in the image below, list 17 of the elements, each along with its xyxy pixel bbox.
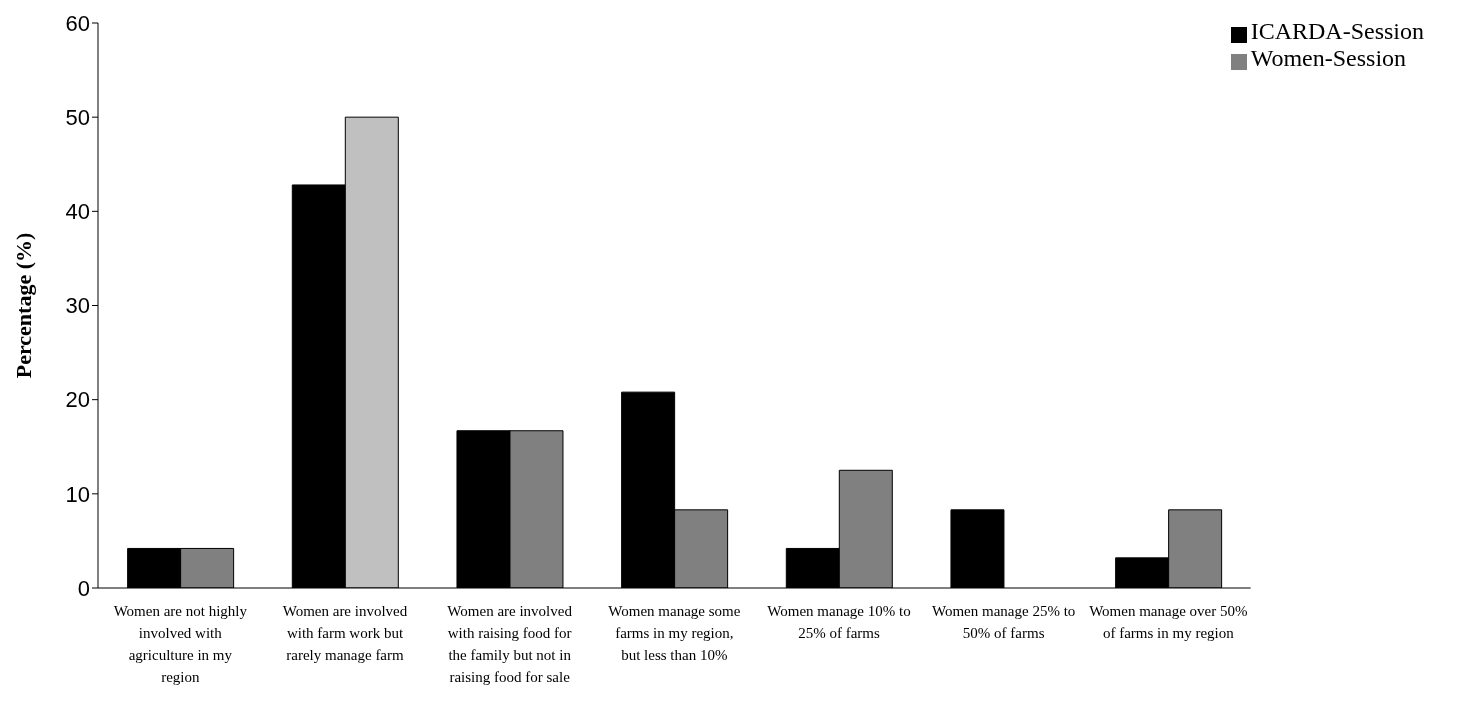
y-tick-label: 20	[65, 387, 90, 413]
legend-label: Women-Session	[1250, 45, 1407, 71]
y-tick-label: 40	[65, 199, 90, 225]
y-tick-label: 60	[65, 10, 90, 36]
y-tick-label: 0	[77, 575, 90, 601]
x-tick-label: Women manage some farms in my region, but less than 10%	[608, 603, 741, 663]
x-tick-label: Women manage over 50% of farms in my region	[1089, 603, 1248, 641]
x-tick-label: Women manage 25% to 50% of farms	[931, 603, 1076, 641]
x-tick-label: Women are involved with raising food for the family but not in raising food for sale	[447, 603, 573, 685]
x-tick-label: Women are not highly involved with agriculture in my region	[113, 603, 248, 685]
x-tick-label: Women manage 10% to 25% of farms	[767, 603, 911, 641]
x-tick-label: Women are involved with farm work but rarely manage farm	[282, 603, 408, 663]
y-tick-label: 50	[65, 104, 90, 130]
y-axis-title: Percentage (%)	[10, 232, 36, 379]
y-tick-label: 30	[65, 293, 90, 319]
legend-label: ICARDA-Session	[1250, 18, 1424, 44]
y-tick-label: 10	[65, 481, 90, 507]
